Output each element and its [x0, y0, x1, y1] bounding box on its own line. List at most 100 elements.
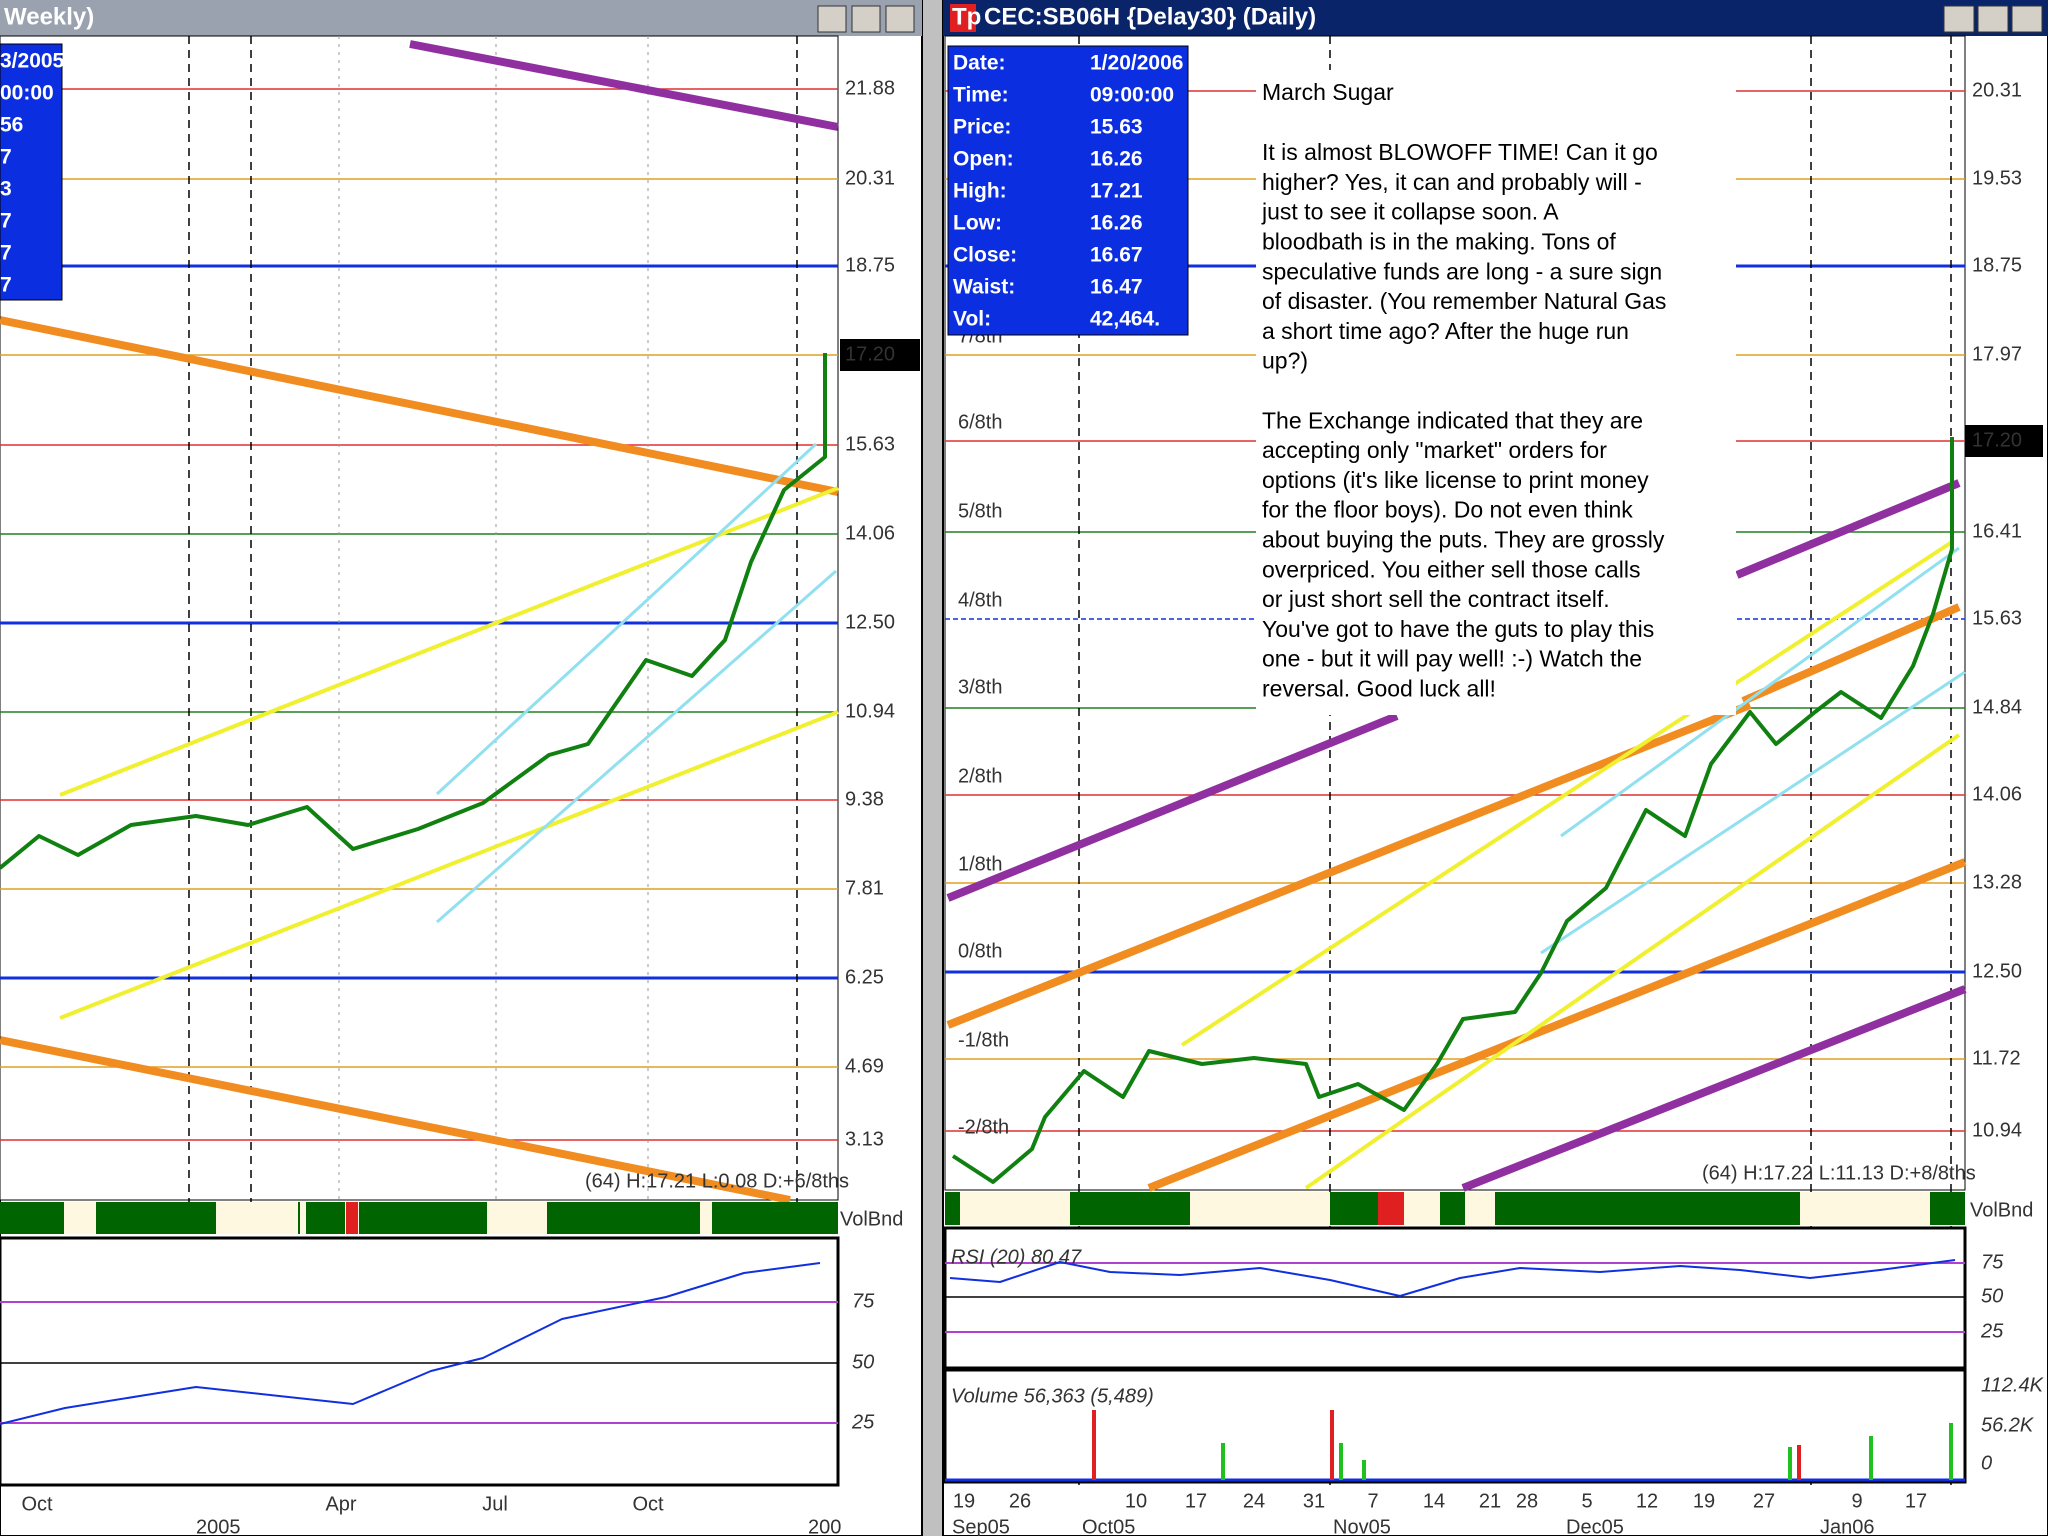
trend-line	[409, 40, 839, 131]
price-label: 20.31	[1972, 79, 2022, 101]
price-label: 4.69	[845, 1055, 884, 1077]
info-value: 7	[0, 210, 12, 233]
rsi-label: 75	[852, 1290, 875, 1312]
rsi-label: 25	[1980, 1320, 2004, 1342]
annotation-line: or just short sell the contract itself.	[1262, 586, 1610, 612]
annotation-line: The Exchange indicated that they are	[1262, 407, 1643, 433]
date-label: Apr	[325, 1493, 356, 1515]
info-label: Open:	[953, 148, 1014, 171]
rsi-panel	[943, 1226, 1967, 1370]
price-label: 11.72	[1972, 1047, 2021, 1069]
octave-label: 6/8th	[958, 411, 1002, 433]
annotation-line: accepting only "market" orders for	[1262, 437, 1607, 463]
price-path	[951, 437, 1954, 1184]
octave-label: 3/8th	[958, 676, 1002, 698]
info-value: 00:00	[0, 82, 54, 105]
date-label: 17	[1905, 1490, 1927, 1512]
footer: (64) H:17.21 L:0.08 D:+6/8ths	[585, 1170, 849, 1192]
date-label: 10	[1125, 1490, 1147, 1512]
window-button	[885, 5, 915, 33]
trend-line	[1735, 479, 1961, 579]
price-label: 9.38	[845, 788, 884, 810]
date-label: 31	[1303, 1490, 1325, 1512]
annotation-line: one - but it will pay well! :-) Watch th…	[1262, 646, 1642, 672]
price-label: 20.31	[845, 167, 895, 189]
left-title-bar	[0, 0, 922, 36]
volband-block	[1465, 1192, 1495, 1225]
date-label: 21	[1479, 1490, 1501, 1512]
right-info-box	[947, 45, 1189, 336]
annotation-line: higher? Yes, it can and probably will -	[1262, 169, 1642, 195]
price-label: 10.94	[845, 700, 895, 722]
price-label: 14.06	[845, 522, 895, 544]
app-icon	[950, 4, 976, 32]
volband-block	[216, 1202, 298, 1234]
window-button	[1943, 5, 1975, 33]
price-highlight	[840, 339, 920, 371]
date-label: 5	[1581, 1490, 1592, 1512]
price-label: 12.50	[1972, 960, 2022, 982]
annotation-line: options (it's like license to print mone…	[1262, 467, 1649, 493]
month-label: Dec05	[1566, 1516, 1624, 1536]
price-label: 21.88	[845, 77, 895, 99]
info-value: 56	[0, 114, 23, 137]
annotation-line: It is almost BLOWOFF TIME! Can it go	[1262, 139, 1658, 165]
annotation-line: overpriced. You either sell those calls	[1262, 556, 1640, 582]
volume-bar	[1788, 1447, 1792, 1480]
info-label: Close:	[953, 244, 1017, 267]
right-title-bar	[943, 0, 2048, 36]
price-label: 18.75	[1972, 254, 2022, 276]
volume-axis-label: 0	[1981, 1452, 1992, 1474]
window-button	[851, 5, 881, 33]
price-label: 14.06	[1972, 783, 2022, 805]
info-value: 7	[0, 146, 12, 169]
volband-strip	[0, 1202, 838, 1234]
trend-line	[1540, 670, 1966, 955]
annotation-line: just to see it collapse soon. A	[1261, 199, 1559, 225]
rsi-panel	[0, 1236, 840, 1487]
volband-block	[346, 1202, 358, 1234]
info-value: 1/20/2006	[1090, 52, 1183, 75]
left-info-box	[0, 43, 63, 301]
info-label: Time:	[953, 84, 1009, 107]
rsi-path	[949, 1259, 1956, 1297]
volume-bar	[1869, 1436, 1873, 1480]
volband-block	[1190, 1192, 1330, 1225]
date-label: 26	[1009, 1490, 1031, 1512]
volband-block	[1400, 1192, 1440, 1225]
volband-block	[1820, 1192, 1930, 1225]
octave-label: -1/8th	[958, 1029, 1009, 1051]
rsi-label: 25	[851, 1411, 875, 1433]
date-label: 27	[1753, 1490, 1775, 1512]
price-label: 15.63	[1972, 607, 2022, 629]
volume-bar	[1362, 1460, 1366, 1480]
price-label: 3.13	[845, 1128, 884, 1150]
rsi-label: 50	[1981, 1285, 2003, 1307]
volume-title: Volume 56,363 (5,489)	[951, 1385, 1154, 1407]
rsi-title: RSI (20) 80.47	[951, 1246, 1082, 1268]
date-label: Oct	[21, 1493, 53, 1515]
info-label: Vol:	[953, 308, 991, 331]
rsi-label: 75	[1981, 1251, 2004, 1273]
rsi-path	[0, 1262, 821, 1425]
year-label: 200	[808, 1516, 841, 1536]
price-label: 13.28	[1972, 871, 2022, 893]
info-value: 3	[0, 178, 12, 201]
volband-strip	[945, 1192, 1965, 1225]
month-label: Nov05	[1333, 1516, 1391, 1536]
annotation-line: reversal. Good luck all!	[1262, 675, 1496, 701]
price-path	[0, 353, 827, 870]
date-label: Jul	[482, 1493, 508, 1515]
volume-bar	[1092, 1410, 1096, 1480]
annotation-line: of disaster. (You remember Natural Gas	[1262, 288, 1666, 314]
info-value: 09:00:00	[1090, 84, 1174, 107]
annotation-title: March Sugar	[1262, 79, 1394, 105]
volband-block	[1800, 1192, 1820, 1225]
volume-bar	[1221, 1443, 1225, 1480]
footer: (64) H:17.22 L:11.13 D:+8/8ths	[1702, 1162, 1976, 1184]
volume-axis-label: 112.4K	[1981, 1374, 2045, 1396]
window-button	[1977, 5, 2009, 33]
octave-label: 0/8th	[958, 940, 1002, 962]
right-title: CEC:SB06H {Delay30} (Daily)	[984, 3, 1316, 30]
